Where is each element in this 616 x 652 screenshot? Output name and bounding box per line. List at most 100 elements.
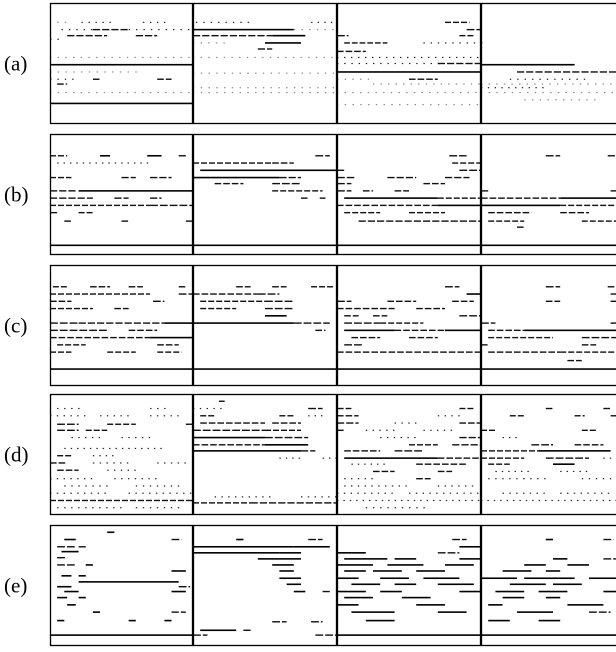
note-segment	[193, 42, 225, 44]
note-segment	[344, 42, 388, 44]
note-segment	[380, 590, 402, 593]
note-segment	[50, 478, 93, 480]
note-segment	[301, 450, 316, 452]
note-segment	[52, 286, 67, 288]
note-segment	[67, 34, 108, 37]
note-segment	[128, 329, 158, 332]
note-segment	[85, 564, 93, 566]
note-segment	[50, 244, 193, 247]
note-segment	[488, 604, 503, 606]
panel-frame	[480, 264, 616, 387]
note-segment	[567, 359, 582, 362]
note-segment	[185, 220, 193, 222]
note-segment	[337, 422, 359, 424]
note-segment	[538, 590, 568, 593]
note-segment	[57, 407, 80, 410]
note-segment	[344, 558, 388, 560]
note-segment	[337, 499, 480, 502]
note-segment	[150, 415, 179, 417]
note-segment	[488, 220, 525, 222]
note-segment	[495, 470, 529, 473]
panel	[49, 2, 194, 125]
note-segment	[257, 293, 280, 295]
note-segment	[57, 507, 122, 509]
note-segment	[481, 197, 561, 199]
note-segment	[344, 322, 381, 324]
note-segment	[200, 307, 237, 310]
note-segment	[257, 558, 301, 560]
note-segment	[178, 286, 186, 288]
note-segment	[445, 176, 470, 179]
note-segment	[344, 197, 438, 199]
note-segment	[423, 182, 445, 185]
note-segment	[589, 611, 611, 613]
note-segment	[524, 99, 596, 101]
note-segment	[315, 155, 330, 157]
note-segment	[603, 457, 612, 459]
note-segment	[459, 590, 481, 593]
note-segment	[437, 62, 481, 65]
note-segment	[265, 42, 301, 44]
note-segment	[344, 478, 373, 480]
note-segment	[373, 315, 388, 317]
note-segment	[50, 71, 137, 73]
note-segment	[92, 611, 101, 613]
note-segment	[200, 422, 265, 424]
row-label: (a)	[4, 52, 27, 76]
panel-frame	[480, 393, 616, 516]
note-segment	[481, 344, 488, 346]
note-segment	[128, 29, 190, 31]
note-segment	[394, 583, 417, 586]
panel-frame	[336, 2, 482, 125]
note-segment	[466, 28, 481, 31]
note-segment	[387, 176, 417, 179]
row-label: (e)	[4, 574, 27, 598]
note-segment	[488, 211, 532, 214]
note-segment	[581, 478, 612, 480]
note-segment	[236, 538, 244, 541]
note-segment	[301, 496, 337, 498]
note-segment	[560, 470, 588, 473]
note-segment	[581, 220, 616, 222]
note-segment	[50, 197, 93, 199]
note-segment	[157, 351, 182, 353]
note-segment	[50, 415, 86, 417]
note-segment	[481, 577, 517, 580]
note-segment	[545, 538, 553, 541]
note-segment	[214, 496, 271, 498]
note-segment	[437, 552, 460, 554]
note-segment	[57, 455, 72, 457]
note-segment	[308, 407, 323, 410]
note-segment	[57, 429, 79, 431]
note-segment	[560, 351, 615, 353]
note-segment	[157, 462, 186, 464]
note-segment	[193, 244, 337, 247]
note-segment	[445, 329, 481, 332]
note-segment	[272, 286, 287, 288]
note-segment	[449, 155, 467, 157]
note-segment	[437, 611, 467, 613]
panel	[49, 524, 194, 647]
panel-frame	[192, 264, 338, 387]
panel	[480, 2, 616, 125]
note-segment	[481, 91, 613, 94]
panel-frame	[192, 524, 338, 647]
note-segment	[423, 429, 452, 431]
note-segment	[195, 21, 250, 23]
note-segment	[481, 87, 544, 89]
note-segment	[337, 351, 481, 353]
note-segment	[193, 176, 280, 179]
note-segment	[445, 564, 474, 566]
note-segment	[193, 322, 294, 324]
panel-frame	[480, 524, 616, 647]
note-segment	[409, 78, 438, 80]
note-segment	[193, 436, 265, 439]
note-segment	[128, 492, 192, 494]
note-segment	[337, 190, 352, 192]
panel	[49, 393, 194, 516]
note-segment	[50, 336, 151, 339]
note-segment	[50, 176, 72, 179]
note-segment	[538, 450, 611, 452]
note-segment	[272, 190, 323, 192]
note-segment	[603, 407, 610, 410]
